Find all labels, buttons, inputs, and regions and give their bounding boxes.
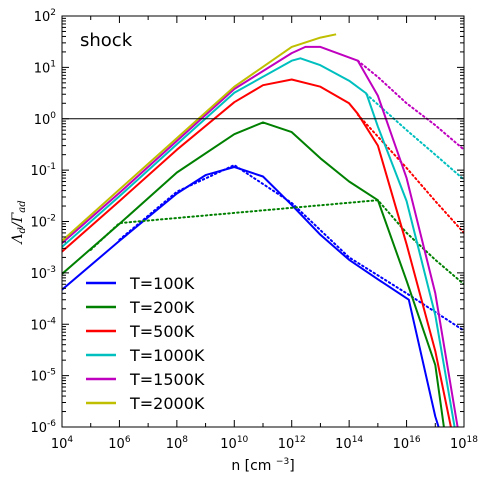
x-tick-label: 104 bbox=[51, 435, 74, 452]
series-line-100k bbox=[62, 166, 440, 427]
series-dotted-1000k bbox=[365, 93, 464, 181]
legend-label-1500k: T=1500K bbox=[129, 370, 205, 389]
x-tick-label: 1018 bbox=[450, 435, 478, 452]
y-tick-label: 10-3 bbox=[30, 265, 56, 282]
series-dotted-500k bbox=[356, 113, 464, 234]
legend-label-100k: T=100K bbox=[129, 274, 195, 293]
series-line-200k bbox=[62, 121, 445, 427]
x-tick-label: 108 bbox=[166, 435, 189, 452]
series-line-1000k bbox=[62, 57, 456, 427]
x-tick-label: 1010 bbox=[220, 435, 248, 452]
series-line-2000k bbox=[62, 33, 337, 242]
y-axis-label-main: Λ bbox=[10, 234, 26, 246]
legend-label-500k: T=500K bbox=[129, 322, 195, 341]
x-tick-label: 1016 bbox=[393, 435, 421, 452]
y-tick-label: 100 bbox=[34, 111, 57, 128]
y-tick-label: 10-1 bbox=[30, 162, 56, 179]
series-dotted-100k bbox=[118, 163, 464, 332]
y-axis-label-sub2: ad bbox=[17, 200, 28, 212]
legend-label-200k: T=200K bbox=[129, 298, 195, 317]
y-axis-label-mid: /Γ bbox=[10, 211, 26, 229]
y-tick-label: 10-2 bbox=[30, 214, 56, 231]
x-tick-label: 1012 bbox=[278, 435, 306, 452]
y-tick-label: 102 bbox=[34, 8, 56, 25]
series-line-1500k bbox=[62, 45, 459, 427]
legend-label-2000k: T=2000K bbox=[129, 394, 205, 413]
y-axis-label: Λd/Γad bbox=[10, 200, 28, 245]
legend-label-1000k: T=1000K bbox=[129, 346, 205, 365]
annotation-label: shock bbox=[80, 30, 133, 51]
y-tick-label: 10-6 bbox=[30, 419, 56, 436]
plot-frame bbox=[61, 15, 465, 428]
x-tick-label: 106 bbox=[108, 435, 131, 452]
y-tick-label: 10-5 bbox=[30, 368, 56, 385]
y-axis-label-sub1: d bbox=[17, 227, 28, 233]
y-tick-label: 101 bbox=[34, 59, 56, 76]
y-tick-label: 10-4 bbox=[30, 316, 56, 333]
legend: T=100K T=200K T=500K T=1000K T=1500K T=2000K bbox=[86, 274, 205, 413]
x-axis-label-tail: ] bbox=[289, 458, 294, 474]
series-line-500k bbox=[62, 78, 452, 427]
x-axis-label-sup: −3 bbox=[276, 457, 289, 467]
series-dotted-1500k bbox=[356, 59, 464, 151]
x-axis-label-main: n [cm bbox=[231, 458, 276, 474]
x-tick-label: 1014 bbox=[335, 435, 363, 452]
x-axis-label: n [cm −3] bbox=[231, 457, 294, 474]
